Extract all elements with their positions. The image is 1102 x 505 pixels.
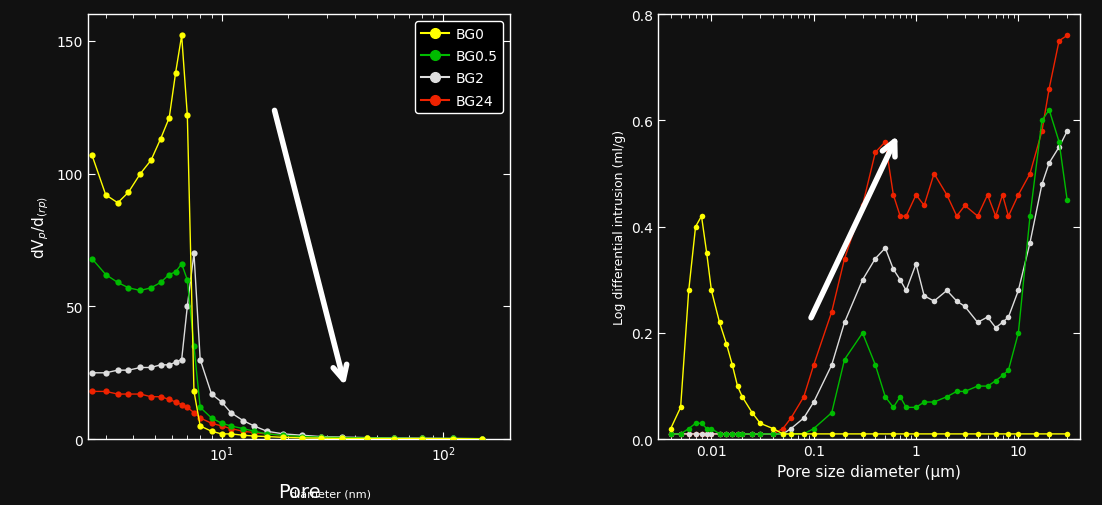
Y-axis label: Log differential intrusion (ml/g): Log differential intrusion (ml/g) (613, 130, 626, 325)
Y-axis label: dV$_p$/d$_{(rp)}$: dV$_p$/d$_{(rp)}$ (31, 196, 52, 259)
Text: diameter (nm): diameter (nm) (227, 488, 371, 498)
Text: Pore: Pore (278, 482, 321, 501)
X-axis label: Pore size diameter (μm): Pore size diameter (μm) (777, 464, 961, 479)
Legend: BG0, BG0.5, BG2, BG24: BG0, BG0.5, BG2, BG24 (415, 22, 504, 114)
